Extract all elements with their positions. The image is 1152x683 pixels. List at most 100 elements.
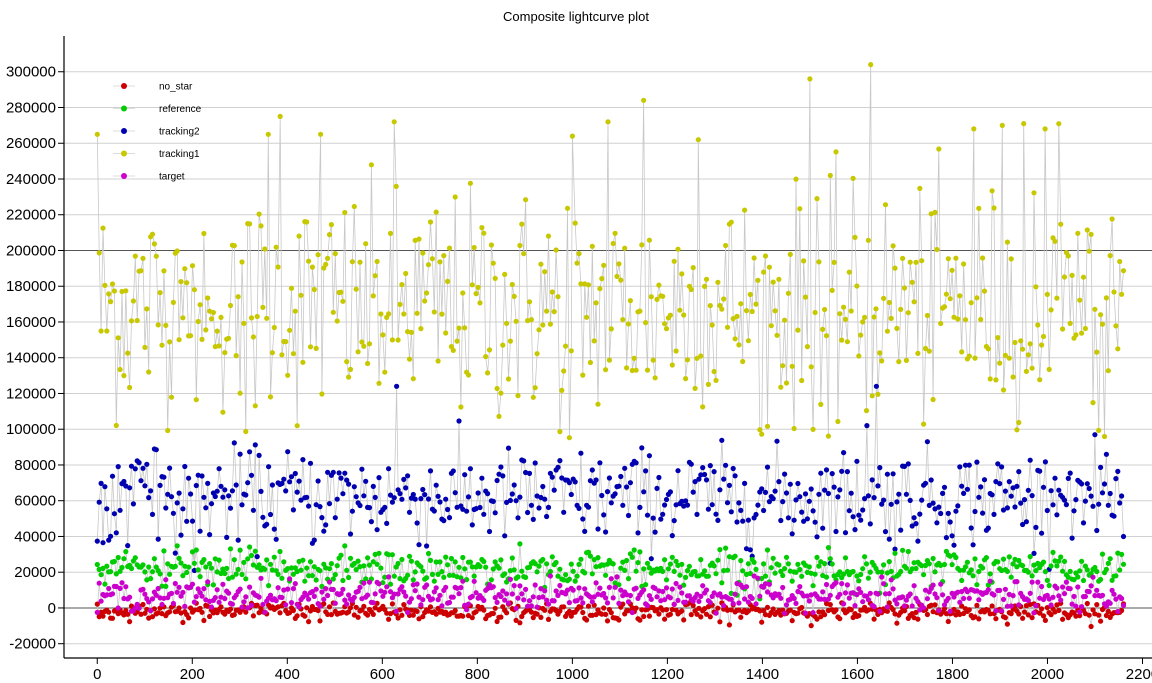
- data-point-tracking2: [515, 515, 521, 521]
- data-point-tracking2: [332, 515, 338, 521]
- data-point-no_star: [1039, 606, 1045, 612]
- data-point-tracking2: [1054, 512, 1060, 518]
- data-point-tracking1: [650, 357, 656, 363]
- data-point-tracking2: [467, 466, 473, 472]
- data-point-reference: [250, 562, 256, 568]
- data-point-tracking1: [692, 385, 698, 391]
- data-point-tracking1: [416, 236, 422, 242]
- data-point-tracking1: [831, 259, 837, 265]
- data-point-reference: [964, 559, 971, 565]
- data-point-tracking1: [465, 372, 472, 378]
- data-point-tracking2: [892, 546, 898, 552]
- x-tick-label: 1800: [936, 666, 969, 683]
- data-point-tracking1: [1105, 368, 1111, 374]
- data-point-tracking2: [201, 494, 207, 500]
- data-point-tracking1: [378, 311, 384, 317]
- data-point-tracking1: [208, 316, 215, 322]
- data-point-tracking1: [258, 223, 264, 229]
- data-point-tracking1: [898, 306, 904, 312]
- data-point-target: [730, 601, 736, 607]
- data-point-tracking2: [258, 488, 264, 494]
- data-point-target: [612, 584, 618, 590]
- data-point-tracking2: [966, 462, 972, 468]
- data-point-tracking2: [936, 504, 942, 510]
- data-point-tracking1: [256, 211, 262, 217]
- y-tick-label: 120000: [6, 385, 56, 402]
- data-point-tracking1: [868, 62, 874, 68]
- data-point-reference: [243, 576, 249, 582]
- data-point-tracking2: [734, 519, 740, 525]
- data-point-reference: [797, 566, 803, 573]
- data-point-reference: [180, 573, 186, 579]
- data-point-tracking2: [654, 485, 660, 491]
- data-point-tracking2: [641, 489, 647, 495]
- data-point-target: [532, 582, 538, 588]
- data-point-tracking1: [839, 337, 845, 343]
- data-point-target: [157, 595, 163, 601]
- data-point-tracking1: [709, 322, 715, 328]
- data-point-tracking2: [856, 512, 862, 518]
- data-point-tracking1: [140, 255, 146, 261]
- data-point-reference: [1061, 558, 1068, 565]
- data-point-reference: [148, 576, 154, 582]
- data-point-target: [1073, 603, 1079, 609]
- data-point-tracking1: [742, 207, 748, 213]
- data-point-target: [229, 601, 235, 607]
- data-point-tracking1: [1000, 387, 1007, 393]
- data-point-tracking1: [584, 314, 590, 320]
- data-point-tracking1: [1031, 190, 1037, 196]
- data-point-reference: [431, 578, 437, 584]
- data-point-no_star: [770, 606, 776, 612]
- data-point-target: [1058, 597, 1064, 603]
- data-point-reference: [290, 571, 296, 577]
- data-point-tracking1: [1046, 366, 1052, 372]
- data-point-tracking1: [808, 364, 814, 370]
- data-point-reference: [151, 556, 157, 562]
- data-point-no_star: [972, 614, 978, 620]
- data-point-tracking1: [494, 385, 500, 392]
- y-tick-label: 180000: [6, 278, 56, 295]
- data-point-tracking1: [981, 288, 988, 294]
- data-point-tracking1: [357, 259, 363, 265]
- data-point-target: [458, 585, 464, 591]
- data-point-tracking1: [519, 221, 525, 227]
- data-point-target: [860, 599, 866, 605]
- data-point-tracking2: [580, 516, 586, 522]
- data-point-tracking2: [197, 528, 203, 534]
- data-point-reference: [618, 565, 624, 571]
- data-point-tracking2: [884, 471, 891, 477]
- data-point-target: [172, 580, 178, 587]
- data-point-target: [456, 591, 462, 597]
- data-point-no_star: [361, 603, 367, 610]
- data-point-tracking2: [761, 507, 767, 514]
- chart-title: Composite lightcurve plot: [503, 9, 649, 24]
- data-point-reference: [208, 565, 215, 571]
- data-point-tracking2: [924, 439, 931, 445]
- data-point-reference: [498, 557, 504, 563]
- data-point-reference: [119, 564, 125, 571]
- data-point-target: [502, 597, 508, 603]
- data-point-tracking1: [473, 291, 479, 297]
- data-point-no_star: [961, 610, 967, 617]
- data-point-target: [551, 598, 557, 604]
- data-point-tracking2: [431, 508, 437, 514]
- data-point-reference: [705, 573, 712, 579]
- data-point-reference: [207, 561, 213, 567]
- data-point-target: [446, 599, 453, 606]
- data-point-tracking2: [370, 483, 376, 489]
- data-point-no_star: [176, 605, 182, 611]
- data-point-target: [237, 586, 243, 592]
- data-point-tracking1: [804, 344, 811, 350]
- data-point-tracking1: [782, 317, 788, 323]
- data-point-tracking2: [1008, 493, 1014, 499]
- data-point-target: [732, 591, 738, 597]
- data-point-tracking1: [793, 176, 799, 182]
- data-point-tracking2: [540, 483, 546, 490]
- data-point-target: [403, 593, 409, 599]
- data-point-target: [1099, 592, 1106, 598]
- data-point-reference: [241, 559, 247, 566]
- data-point-no_star: [726, 622, 733, 628]
- data-point-reference: [795, 561, 801, 567]
- data-point-tracking2: [138, 478, 144, 484]
- data-point-tracking2: [405, 473, 411, 479]
